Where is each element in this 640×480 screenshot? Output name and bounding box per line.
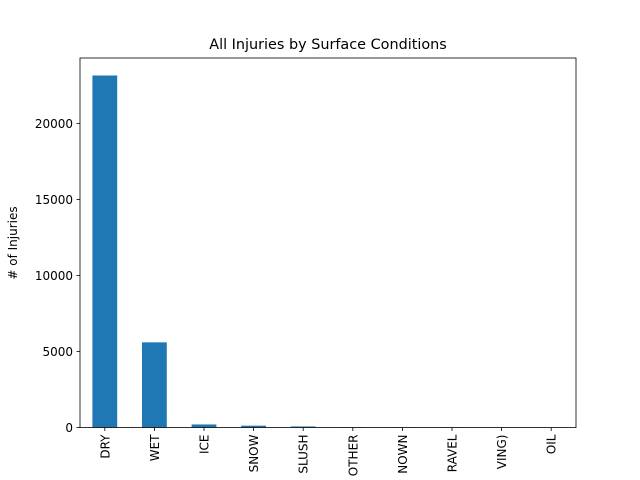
x-tick-label-10: OIL [545, 434, 559, 454]
bar-3 [191, 424, 217, 428]
y-tick-label-4: 15000 [35, 193, 73, 207]
bar-4 [241, 425, 266, 428]
x-tick-label-4: SNOW [247, 434, 261, 472]
y-tick-label-3: 10000 [35, 269, 73, 283]
x-tick-label-8: RAVEL [446, 434, 460, 472]
x-tick-label-3: ICE [198, 435, 212, 455]
bar-1 [92, 75, 118, 428]
y-tick-label-5: 20000 [35, 117, 73, 131]
bar-2 [142, 342, 167, 428]
y-tick-label-1: 0 [65, 421, 73, 435]
x-tick-label-1: DRY [98, 434, 112, 459]
x-tick-label-6: OTHER [346, 435, 360, 477]
x-tick-label-9: VING) [495, 435, 509, 470]
y-axis-label: # of Injuries [6, 206, 20, 279]
axes-frame [79, 57, 577, 428]
x-tick-label-2: WET [148, 434, 162, 461]
chart-title: All Injuries by Surface Conditions [209, 37, 447, 53]
plot-area: 0 5000 10000 15000 20000 DRY WET ICE SNOW SLUSH OT… [35, 75, 564, 476]
x-tick-label-5: SLUSH [297, 435, 311, 474]
bar-5 [290, 426, 316, 428]
y-tick-label-2: 5000 [42, 345, 73, 359]
x-tick-label-7: NOWN [396, 435, 410, 474]
